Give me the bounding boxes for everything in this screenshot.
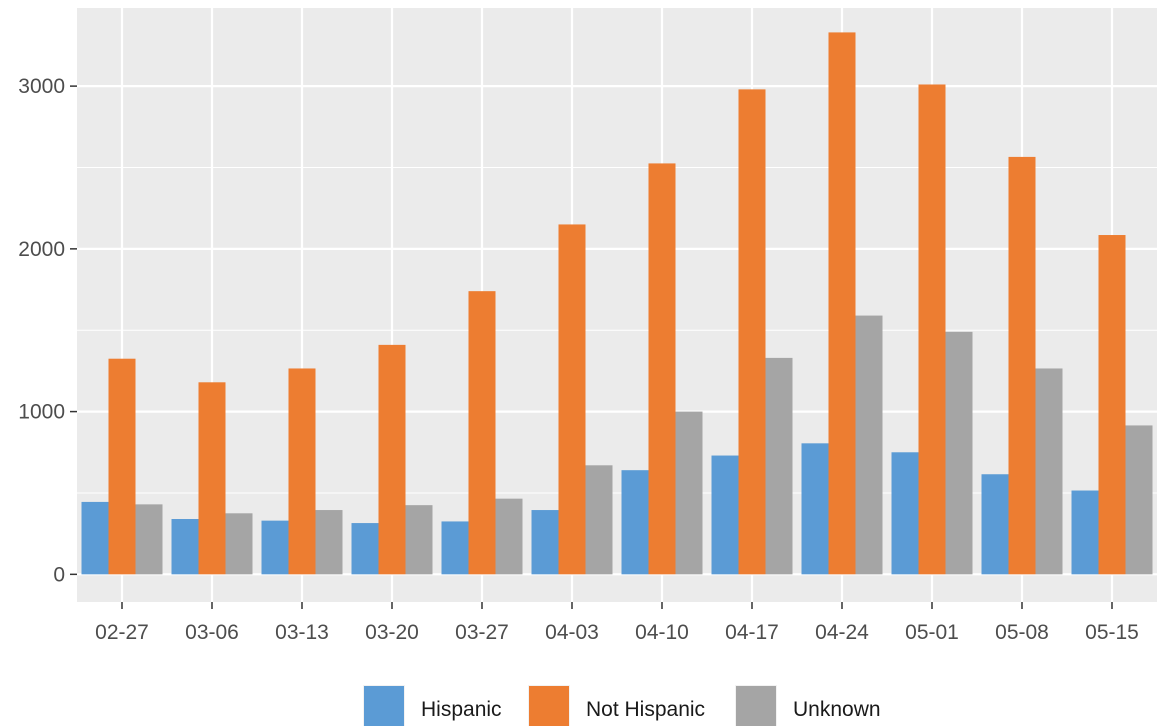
bar-not-hispanic-05-15 — [1098, 235, 1126, 575]
legend-label-not-hispanic: Not Hispanic — [586, 698, 705, 721]
bar-unknown-04-17 — [765, 357, 793, 575]
bar-unknown-04-10 — [675, 411, 703, 575]
bar-hispanic-04-03 — [531, 510, 559, 575]
legend-key-not-hispanic — [529, 686, 569, 726]
y-tick-label: 1000 — [18, 401, 65, 424]
legend-key-unknown — [736, 686, 776, 726]
legend-label-unknown: Unknown — [793, 698, 881, 721]
bar-not-hispanic-04-10 — [648, 163, 676, 575]
y-tick-label: 2000 — [18, 238, 65, 261]
bar-not-hispanic-04-17 — [738, 89, 766, 575]
bar-hispanic-02-27 — [81, 501, 109, 575]
bar-hispanic-05-01 — [891, 452, 919, 575]
legend-key-hispanic — [364, 686, 404, 726]
x-tick-label: 05-15 — [1085, 621, 1139, 644]
bar-hispanic-03-13 — [261, 520, 289, 575]
x-tick-label: 04-24 — [815, 621, 869, 644]
y-tick-label: 0 — [53, 563, 65, 586]
bar-hispanic-03-20 — [351, 523, 379, 575]
x-tick-label: 03-20 — [365, 621, 419, 644]
bar-not-hispanic-04-24 — [828, 32, 856, 575]
x-tick-label: 05-08 — [995, 621, 1049, 644]
bar-unknown-05-08 — [1035, 368, 1063, 575]
minor-gridlines — [77, 166, 1157, 494]
y-tick-label: 3000 — [18, 75, 65, 98]
bar-unknown-05-01 — [945, 331, 973, 575]
x-tick-label: 03-13 — [275, 621, 329, 644]
legend: Hispanic Not Hispanic Unknown — [363, 685, 881, 726]
x-tick-label: 04-17 — [725, 621, 779, 644]
bar-hispanic-04-10 — [621, 470, 649, 575]
bar-not-hispanic-03-20 — [378, 344, 406, 575]
x-axis: 02-27 03-06 03-13 03-20 03-27 04-03 04-10 04-17… — [95, 602, 1139, 644]
legend-label-hispanic: Hispanic — [421, 698, 502, 721]
y-axis: 0 1000 2000 3000 — [18, 75, 77, 586]
bar-hispanic-03-27 — [441, 521, 469, 575]
bar-unknown-03-27 — [495, 498, 523, 575]
x-tick-label: 03-27 — [455, 621, 509, 644]
bar-not-hispanic-03-27 — [468, 291, 496, 575]
bar-hispanic-04-24 — [801, 443, 829, 575]
bar-hispanic-05-15 — [1071, 490, 1099, 575]
bar-unknown-03-13 — [315, 510, 343, 575]
x-tick-label: 05-01 — [905, 621, 959, 644]
bar-unknown-03-20 — [405, 505, 433, 575]
bar-unknown-02-27 — [135, 504, 163, 575]
x-tick-label: 04-10 — [635, 621, 689, 644]
bars — [81, 32, 1153, 575]
x-tick-label: 03-06 — [185, 621, 239, 644]
bar-not-hispanic-03-06 — [198, 382, 226, 575]
bar-unknown-03-06 — [225, 513, 253, 575]
bar-not-hispanic-03-13 — [288, 368, 316, 575]
bar-not-hispanic-02-27 — [108, 358, 136, 575]
bar-not-hispanic-05-01 — [918, 84, 946, 575]
bar-not-hispanic-04-03 — [558, 224, 586, 575]
x-tick-label: 04-03 — [545, 621, 599, 644]
bar-hispanic-05-08 — [981, 474, 1009, 575]
bar-unknown-04-24 — [855, 315, 883, 575]
x-tick-label: 02-27 — [95, 621, 149, 644]
bar-hispanic-03-06 — [171, 519, 199, 575]
plot-panel — [77, 8, 1157, 602]
bar-hispanic-04-17 — [711, 455, 739, 575]
bar-not-hispanic-05-08 — [1008, 156, 1036, 575]
bar-unknown-05-15 — [1125, 425, 1153, 575]
bar-unknown-04-03 — [585, 465, 613, 575]
